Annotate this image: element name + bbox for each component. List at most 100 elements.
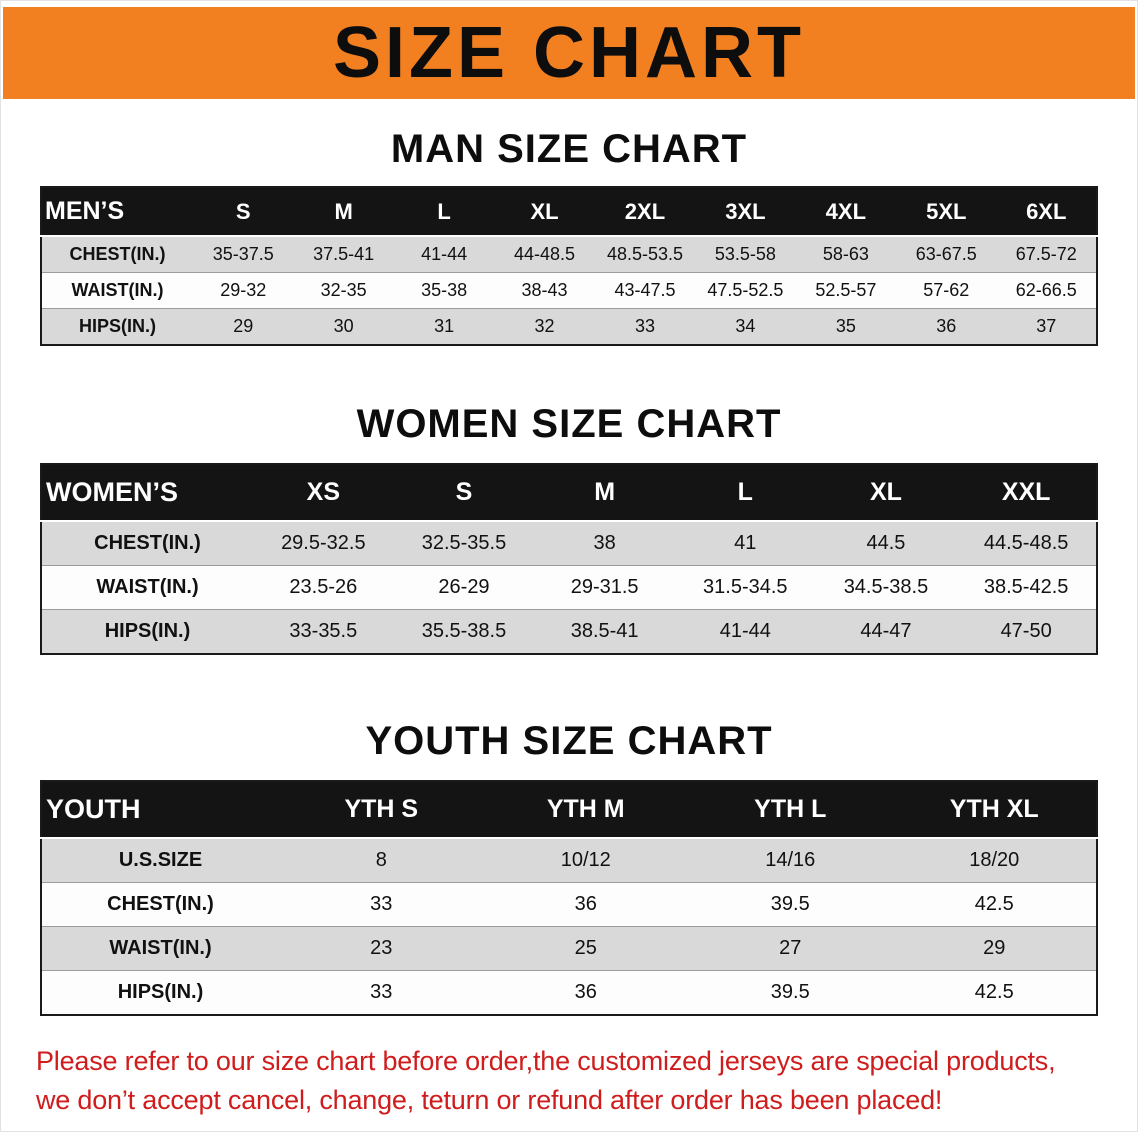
size-header-cell: YTH M xyxy=(483,781,688,839)
measurement-label-cell: WAIST(IN.) xyxy=(41,926,279,971)
measurement-value-cell: 8 xyxy=(279,837,484,883)
measurement-value-cell: 38.5-41 xyxy=(534,609,675,654)
measurement-value-cell: 62-66.5 xyxy=(996,272,1097,309)
measurement-label-cell: CHEST(IN.) xyxy=(41,520,253,566)
measurement-value-cell: 38 xyxy=(534,520,675,566)
measurement-value-cell: 18/20 xyxy=(892,837,1097,883)
women-size-heading: WOMEN SIZE CHART xyxy=(356,402,782,446)
measurement-value-cell: 39.5 xyxy=(688,882,893,927)
measurement-row: U.S.SIZE 8 10/12 14/16 18/20 xyxy=(41,837,1097,883)
measurement-label-cell: CHEST(IN.) xyxy=(41,235,193,273)
man-size-table: MEN’S S M L XL 2XL 3XL 4XL 5XL 6XL CHEST(IN.) 35-37… xyxy=(40,186,1098,346)
size-header-cell: 3XL xyxy=(695,187,796,237)
measurement-value-cell: 29.5-32.5 xyxy=(253,520,394,566)
measurement-value-cell: 35 xyxy=(795,308,897,345)
youth-size-table: YOUTH YTH S YTH M YTH L YTH XL U.S.SIZE 8 10/12… xyxy=(40,780,1098,1016)
size-header-cell: XL xyxy=(815,464,957,522)
measurement-value-cell: 31.5-34.5 xyxy=(674,565,816,610)
measurement-value-cell: 30 xyxy=(293,308,394,345)
measurement-value-cell: 38-43 xyxy=(494,272,595,309)
measurement-value-cell: 25 xyxy=(483,926,688,971)
measurement-value-cell: 32-35 xyxy=(293,272,394,309)
measurement-value-cell: 27 xyxy=(688,926,893,971)
measurement-value-cell: 42.5 xyxy=(892,970,1097,1015)
measurement-value-cell: 14/16 xyxy=(688,837,893,883)
measurement-value-cell: 36 xyxy=(483,882,688,927)
measurement-value-cell: 44-47 xyxy=(815,609,957,654)
table-header-row: YOUTH YTH S YTH M YTH L YTH XL xyxy=(41,781,1097,839)
measurement-label-cell: U.S.SIZE xyxy=(41,837,279,883)
size-header-cell: 4XL xyxy=(795,187,897,237)
measurement-value-cell: 33 xyxy=(594,308,696,345)
measurement-value-cell: 41 xyxy=(674,520,816,566)
measurement-value-cell: 67.5-72 xyxy=(996,235,1097,273)
measurement-value-cell: 42.5 xyxy=(892,882,1097,927)
size-header-cell: XS xyxy=(253,464,394,522)
measurement-value-cell: 44.5-48.5 xyxy=(956,520,1097,566)
size-header-cell: XL xyxy=(494,187,595,237)
measurement-value-cell: 57-62 xyxy=(896,272,997,309)
table-header-row: MEN’S S M L XL 2XL 3XL 4XL 5XL 6XL xyxy=(41,187,1097,237)
measurement-value-cell: 41-44 xyxy=(393,235,495,273)
banner: SIZE CHART xyxy=(3,7,1135,99)
measurement-value-cell: 29 xyxy=(892,926,1097,971)
measurement-value-cell: 26-29 xyxy=(393,565,535,610)
measurement-row: HIPS(IN.) 33-35.5 35.5-38.5 38.5-41 41-44 44-… xyxy=(41,609,1097,654)
measurement-value-cell: 39.5 xyxy=(688,970,893,1015)
banner-title: SIZE CHART xyxy=(333,13,805,93)
measurement-row: WAIST(IN.) 29-32 32-35 35-38 38-43 43-47.5 47.… xyxy=(41,272,1097,309)
measurement-value-cell: 23 xyxy=(279,926,484,971)
size-header-cell: L xyxy=(393,187,495,237)
measurement-row: CHEST(IN.) 35-37.5 37.5-41 41-44 44-48.5 48.5… xyxy=(41,235,1097,273)
size-header-cell: S xyxy=(393,464,535,522)
man-size-heading: MAN SIZE CHART xyxy=(390,127,748,171)
size-header-cell: YTH S xyxy=(279,781,484,839)
measurement-value-cell: 43-47.5 xyxy=(594,272,696,309)
measurement-value-cell: 35-37.5 xyxy=(193,235,294,273)
table-title-cell: MEN’S xyxy=(41,187,193,237)
size-header-cell: 2XL xyxy=(594,187,696,237)
measurement-value-cell: 44-48.5 xyxy=(494,235,595,273)
man-size-section: MAN SIZE CHART MEN’S S M L XL 2XL 3XL 4XL 5XL 6XL… xyxy=(0,127,1138,346)
size-header-cell: YTH L xyxy=(688,781,893,839)
measurement-value-cell: 38.5-42.5 xyxy=(956,565,1097,610)
youth-size-section: YOUTH SIZE CHART YOUTH YTH S YTH M YTH L YTH… xyxy=(0,719,1138,1016)
measurement-value-cell: 34.5-38.5 xyxy=(815,565,957,610)
measurement-value-cell: 37.5-41 xyxy=(293,235,394,273)
measurement-value-cell: 32.5-35.5 xyxy=(393,520,535,566)
measurement-value-cell: 37 xyxy=(996,308,1097,345)
size-header-cell: S xyxy=(193,187,294,237)
measurement-value-cell: 33 xyxy=(279,970,484,1015)
measurement-value-cell: 35.5-38.5 xyxy=(393,609,535,654)
measurement-row: HIPS(IN.) 29 30 31 32 33 34 35 36 37 xyxy=(41,308,1097,345)
measurement-value-cell: 29-32 xyxy=(193,272,294,309)
measurement-row: CHEST(IN.) 29.5-32.5 32.5-35.5 38 41 44.5 44.5… xyxy=(41,520,1097,566)
measurement-value-cell: 36 xyxy=(483,970,688,1015)
measurement-value-cell: 29 xyxy=(193,308,294,345)
measurement-value-cell: 41-44 xyxy=(674,609,816,654)
disclaimer: Please refer to our size chart before or… xyxy=(36,1042,1120,1120)
measurement-value-cell: 35-38 xyxy=(393,272,495,309)
measurement-row: WAIST(IN.) 23.5-26 26-29 29-31.5 31.5-34.5 34… xyxy=(41,565,1097,610)
size-header-cell: M xyxy=(534,464,675,522)
measurement-value-cell: 23.5-26 xyxy=(253,565,394,610)
measurement-label-cell: WAIST(IN.) xyxy=(41,272,193,309)
measurement-value-cell: 31 xyxy=(393,308,495,345)
measurement-value-cell: 58-63 xyxy=(795,235,897,273)
disclaimer-line-1: Please refer to our size chart before or… xyxy=(36,1046,1056,1076)
measurement-row: HIPS(IN.) 33 36 39.5 42.5 xyxy=(41,970,1097,1015)
women-size-table: WOMEN’S XS S M L XL XXL CHEST(IN.) 29.5-32.5 32.5… xyxy=(40,463,1098,655)
measurement-label-cell: HIPS(IN.) xyxy=(41,308,193,345)
measurement-value-cell: 34 xyxy=(695,308,796,345)
measurement-row: WAIST(IN.) 23 25 27 29 xyxy=(41,926,1097,971)
measurement-label-cell: WAIST(IN.) xyxy=(41,565,253,610)
size-header-cell: 6XL xyxy=(996,187,1097,237)
measurement-value-cell: 47.5-52.5 xyxy=(695,272,796,309)
measurement-value-cell: 48.5-53.5 xyxy=(594,235,696,273)
women-size-section: WOMEN SIZE CHART WOMEN’S XS S M L XL XXL CHEST(… xyxy=(0,402,1138,655)
measurement-value-cell: 52.5-57 xyxy=(795,272,897,309)
measurement-label-cell: HIPS(IN.) xyxy=(41,609,253,654)
measurement-label-cell: CHEST(IN.) xyxy=(41,882,279,927)
measurement-row: CHEST(IN.) 33 36 39.5 42.5 xyxy=(41,882,1097,927)
